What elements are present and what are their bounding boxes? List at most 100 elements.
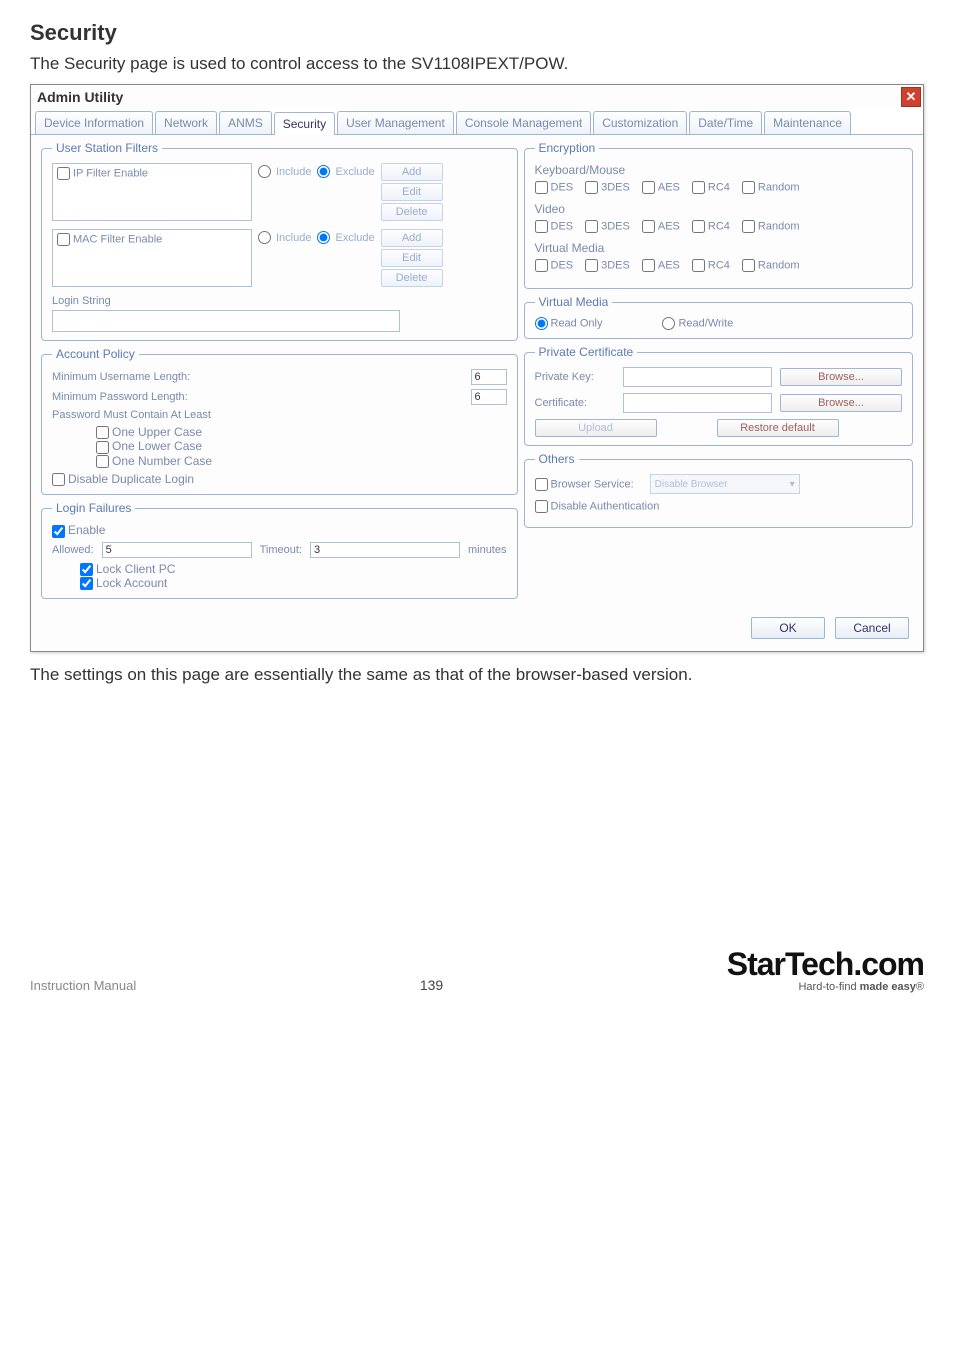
tab-device-information[interactable]: Device Information <box>35 111 153 134</box>
one-upper-checkbox[interactable] <box>96 426 109 439</box>
mac-include-label: Include <box>276 232 311 244</box>
ip-edit-button[interactable]: Edit <box>381 183 443 201</box>
filters-legend: User Station Filters <box>52 141 162 155</box>
read-write-label: Read/Write <box>678 317 733 329</box>
one-number-label: One Number Case <box>112 454 212 468</box>
mac-filter-enable-checkbox[interactable] <box>57 233 70 246</box>
ip-filter-listbox[interactable]: IP Filter Enable <box>52 163 252 221</box>
disable-duplicate-login-checkbox[interactable] <box>52 473 65 486</box>
mac-add-button[interactable]: Add <box>381 229 443 247</box>
window-close-button[interactable]: ✕ <box>901 87 921 107</box>
page-footer: Instruction Manual 139 StarTech.com Hard… <box>30 946 924 993</box>
disable-authentication-checkbox[interactable] <box>535 500 548 513</box>
admin-utility-window: Admin Utility ✕ Device Information Netwo… <box>30 84 924 652</box>
private-key-browse-button[interactable]: Browse... <box>780 368 902 386</box>
one-lower-checkbox[interactable] <box>96 441 109 454</box>
video-3des-checkbox[interactable] <box>585 220 598 233</box>
login-failures-enable-label: Enable <box>68 523 105 537</box>
window-title: Admin Utility <box>37 89 123 105</box>
tab-network[interactable]: Network <box>155 111 217 134</box>
mac-filter-listbox[interactable]: MAC Filter Enable <box>52 229 252 287</box>
cancel-button[interactable]: Cancel <box>835 617 909 639</box>
disable-authentication-label: Disable Authentication <box>551 500 660 512</box>
mac-exclude-label: Exclude <box>335 232 374 244</box>
ip-exclude-label: Exclude <box>335 166 374 178</box>
tab-console-management[interactable]: Console Management <box>456 111 591 134</box>
video-rc4-checkbox[interactable] <box>692 220 705 233</box>
manual-label: Instruction Manual <box>30 978 136 993</box>
allowed-label: Allowed: <box>52 544 94 556</box>
kb-rc4-checkbox[interactable] <box>692 181 705 194</box>
kb-des-checkbox[interactable] <box>535 181 548 194</box>
min-password-length-input[interactable] <box>471 389 507 405</box>
min-username-length-input[interactable] <box>471 369 507 385</box>
upload-button[interactable]: Upload <box>535 419 657 437</box>
vm-random-checkbox[interactable] <box>742 259 755 272</box>
outro-text: The settings on this page are essentiall… <box>30 664 924 686</box>
browser-service-combo-value: Disable Browser <box>655 479 728 490</box>
read-write-radio[interactable] <box>662 317 675 330</box>
kb-aes-checkbox[interactable] <box>642 181 655 194</box>
timeout-unit-label: minutes <box>468 544 507 556</box>
browser-service-combo[interactable]: Disable Browser ▾ <box>650 474 800 494</box>
disable-duplicate-login-label: Disable Duplicate Login <box>68 472 194 486</box>
login-failures-enable-checkbox[interactable] <box>52 525 65 538</box>
mac-exclude-radio[interactable] <box>317 231 330 244</box>
restore-default-button[interactable]: Restore default <box>717 419 839 437</box>
allowed-input[interactable] <box>102 542 252 558</box>
tab-customization[interactable]: Customization <box>593 111 687 134</box>
private-certificate-group: Private Certificate Private Key: Browse.… <box>524 345 914 446</box>
private-certificate-legend: Private Certificate <box>535 345 638 359</box>
startech-logo: StarTech.com Hard-to-find made easy® <box>727 946 924 993</box>
certificate-field[interactable] <box>623 393 773 413</box>
password-must-contain-label: Password Must Contain At Least <box>52 409 507 421</box>
virtual-media-group: Virtual Media Read Only Read/Write <box>524 295 914 339</box>
video-des-checkbox[interactable] <box>535 220 548 233</box>
login-string-input[interactable] <box>52 310 400 332</box>
login-failures-legend: Login Failures <box>52 501 135 515</box>
dialog-footer: OK Cancel <box>31 609 923 651</box>
video-random-checkbox[interactable] <box>742 220 755 233</box>
ip-exclude-radio[interactable] <box>317 165 330 178</box>
lock-client-pc-label: Lock Client PC <box>96 562 175 576</box>
read-only-radio[interactable] <box>535 317 548 330</box>
tab-date-time[interactable]: Date/Time <box>689 111 762 134</box>
video-aes-checkbox[interactable] <box>642 220 655 233</box>
page-heading: Security <box>30 20 924 46</box>
read-only-label: Read Only <box>551 317 603 329</box>
one-number-checkbox[interactable] <box>96 455 109 468</box>
tab-anms[interactable]: ANMS <box>219 111 272 134</box>
mac-include-radio[interactable] <box>258 231 271 244</box>
vm-des-checkbox[interactable] <box>535 259 548 272</box>
page-number: 139 <box>420 977 443 993</box>
tab-maintenance[interactable]: Maintenance <box>764 111 851 134</box>
others-group: Others Browser Service: Disable Browser … <box>524 452 914 528</box>
timeout-label: Timeout: <box>260 544 302 556</box>
vm-aes-checkbox[interactable] <box>642 259 655 272</box>
tab-bar: Device Information Network ANMS Security… <box>31 109 923 135</box>
virtual-media-enc-label: Virtual Media <box>535 241 903 255</box>
window-titlebar: Admin Utility ✕ <box>31 85 923 109</box>
lock-client-pc-checkbox[interactable] <box>80 563 93 576</box>
browser-service-checkbox[interactable] <box>535 478 548 491</box>
private-key-field[interactable] <box>623 367 773 387</box>
timeout-input[interactable] <box>310 542 460 558</box>
ip-delete-button[interactable]: Delete <box>381 203 443 221</box>
ip-filter-enable-checkbox[interactable] <box>57 167 70 180</box>
ip-add-button[interactable]: Add <box>381 163 443 181</box>
ok-button[interactable]: OK <box>751 617 825 639</box>
ip-include-radio[interactable] <box>258 165 271 178</box>
vm-rc4-checkbox[interactable] <box>692 259 705 272</box>
tab-security[interactable]: Security <box>274 112 335 135</box>
keyboard-mouse-label: Keyboard/Mouse <box>535 163 903 177</box>
mac-delete-button[interactable]: Delete <box>381 269 443 287</box>
others-legend: Others <box>535 452 579 466</box>
vm-3des-checkbox[interactable] <box>585 259 598 272</box>
certificate-browse-button[interactable]: Browse... <box>780 394 902 412</box>
kb-random-checkbox[interactable] <box>742 181 755 194</box>
mac-edit-button[interactable]: Edit <box>381 249 443 267</box>
tab-user-management[interactable]: User Management <box>337 111 454 134</box>
lock-account-checkbox[interactable] <box>80 577 93 590</box>
mac-filter-enable-label: MAC Filter Enable <box>73 233 162 245</box>
kb-3des-checkbox[interactable] <box>585 181 598 194</box>
